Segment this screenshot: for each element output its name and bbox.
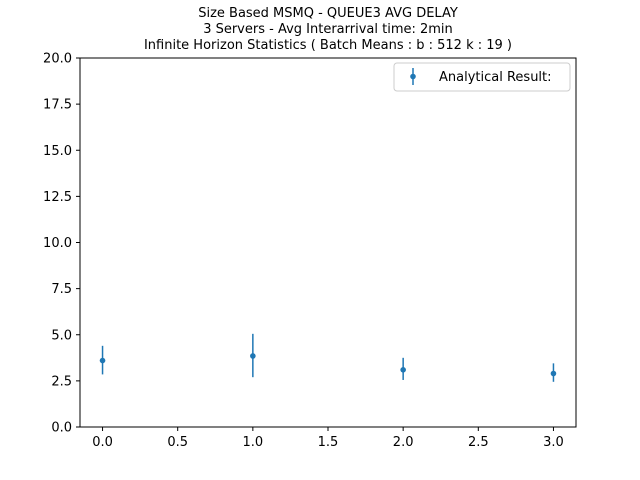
x-tick-label: 0.0 (92, 435, 113, 450)
y-tick-label: 0.0 (51, 421, 72, 436)
x-tick-label: 3.0 (543, 435, 564, 450)
title-line-3: Infinite Horizon Statistics ( Batch Mean… (144, 38, 512, 53)
y-tick-label: 20.0 (43, 52, 72, 67)
y-tick-label: 7.5 (51, 282, 72, 297)
title-line-2: 3 Servers - Avg Interarrival time: 2min (203, 22, 453, 37)
legend-box (393, 62, 571, 92)
legend-label: Analytical Result: (439, 70, 552, 85)
x-tick-label: 1.5 (318, 435, 339, 450)
legend: Analytical Result: (393, 62, 571, 92)
data-point (400, 367, 406, 373)
chart-title: Size Based MSMQ - QUEUE3 AVG DELAY 3 Ser… (144, 6, 512, 53)
x-tick-label: 2.0 (393, 435, 414, 450)
data-point (550, 370, 557, 377)
x-tick-label: 2.5 (468, 435, 489, 450)
y-tick-label: 2.5 (51, 374, 72, 389)
y-tick-label: 17.5 (43, 98, 72, 113)
x-tick-label: 1.0 (243, 435, 264, 450)
x-tick-label: 0.5 (167, 435, 188, 450)
legend-marker-icon (410, 73, 416, 80)
y-tick-label: 12.5 (43, 190, 72, 205)
y-tick-label: 15.0 (43, 144, 72, 159)
plot-area: 0.0 0.5 1.0 1.5 2.0 2.5 3.0 0.0 2.5 5.0 7.5 10.0 12.… (43, 52, 577, 450)
title-line-1: Size Based MSMQ - QUEUE3 AVG DELAY (198, 6, 458, 21)
y-tick-label: 10.0 (43, 236, 72, 251)
data-point (250, 353, 256, 359)
y-tick-label: 5.0 (51, 328, 72, 343)
data-point (99, 357, 106, 364)
axes-frame (79, 57, 577, 428)
